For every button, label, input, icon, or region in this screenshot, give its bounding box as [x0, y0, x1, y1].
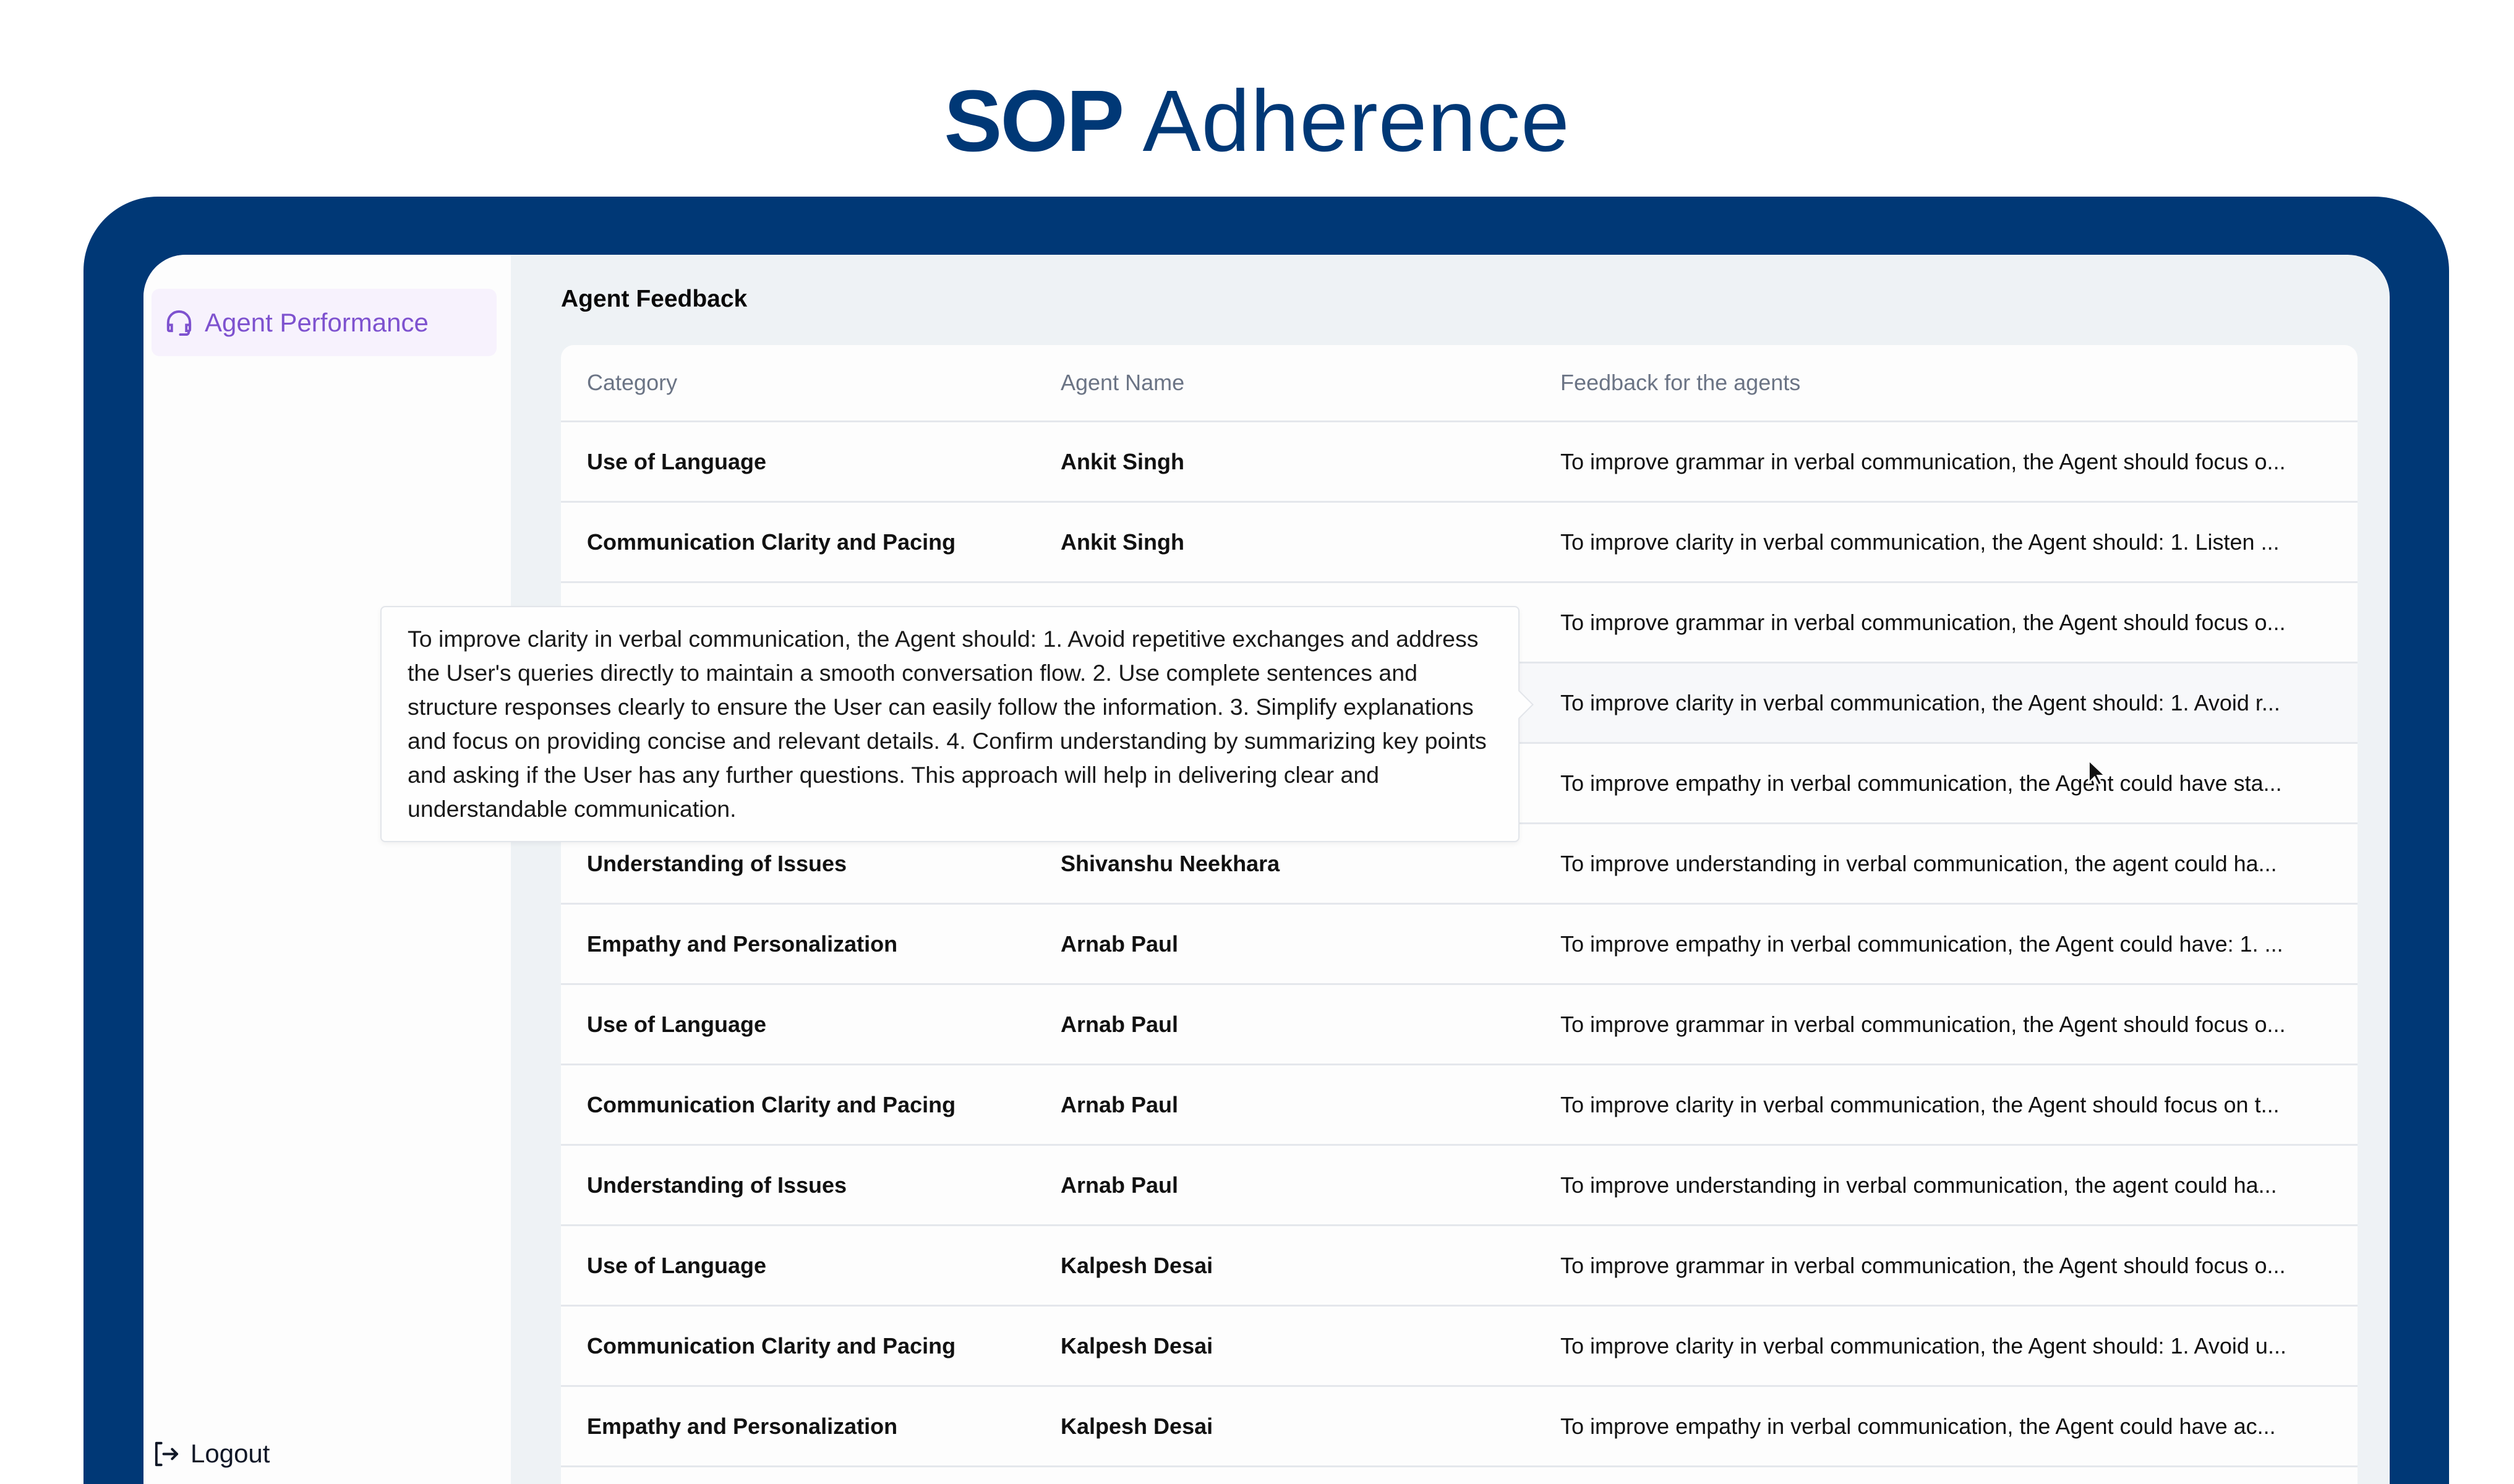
cell-feedback[interactable]: To improve understanding in verbal commu… — [1560, 850, 2277, 876]
cell-agent-name: Shivanshu Neekhara — [1061, 850, 1280, 876]
cell-feedback[interactable]: To improve empathy in verbal communicati… — [1560, 1413, 2276, 1439]
cell-agent-name: Ankit Singh — [1061, 529, 1184, 555]
cell-category: Empathy and Personalization — [587, 1413, 898, 1439]
table-row[interactable]: Use of Language Kalpesh Desai To improve g… — [561, 1226, 2358, 1307]
cell-feedback[interactable]: To improve empathy in verbal communicati… — [1560, 931, 2283, 957]
table-row[interactable]: Communication Clarity and Pacing Kalpesh … — [561, 1307, 2358, 1387]
column-header-feedback[interactable]: Feedback for the agents — [1560, 370, 1801, 395]
cell-feedback[interactable]: To improve understanding in verbal commu… — [1560, 1172, 2277, 1198]
sidebar: Agent Performance Logout — [143, 255, 511, 1484]
cell-category: Use of Language — [587, 1252, 767, 1278]
mouse-cursor-icon — [2088, 759, 2106, 787]
cell-category: Empathy and Personalization — [587, 931, 898, 957]
cell-category: Communication Clarity and Pacing — [587, 1091, 956, 1117]
cell-feedback[interactable]: To improve empathy in verbal communicati… — [1560, 770, 2282, 796]
table-row[interactable]: Empathy and Personalization Arnab Paul To … — [561, 905, 2358, 985]
cell-category: Use of Language — [587, 448, 767, 474]
column-header-category[interactable]: Category — [587, 370, 678, 395]
cell-category: Understanding of Issues — [587, 850, 847, 876]
title-bold: SOP — [944, 72, 1124, 169]
cell-feedback[interactable]: To improve clarity in verbal communicati… — [1560, 1333, 2286, 1358]
logout-button[interactable]: Logout — [152, 1439, 270, 1469]
page-title: SOP Adherence — [0, 64, 2514, 177]
table-row[interactable]: Use of Language Ankit Singh To improve gra… — [561, 422, 2358, 503]
table-row[interactable]: Communication Clarity and Pacing Ankit Si… — [561, 503, 2358, 583]
cell-agent-name: Arnab Paul — [1061, 1091, 1179, 1117]
cell-agent-name: Arnab Paul — [1061, 1172, 1179, 1198]
cell-agent-name: Kalpesh Desai — [1061, 1413, 1213, 1439]
main-content: Agent Feedback Category Agent Name Feedb… — [511, 255, 2390, 1484]
cell-feedback[interactable]: To improve grammar in verbal communicati… — [1560, 1252, 2286, 1278]
feedback-table: Category Agent Name Feedback for the age… — [561, 345, 2358, 1484]
sidebar-item-agent-performance[interactable]: Agent Performance — [152, 289, 497, 356]
cell-feedback[interactable]: To improve grammar in verbal communicati… — [1560, 1011, 2286, 1037]
table-header: Category Agent Name Feedback for the age… — [561, 345, 2358, 422]
cell-agent-name: Arnab Paul — [1061, 1011, 1179, 1037]
table-row[interactable]: Understanding of Issues Shivanshu Neekhar… — [561, 824, 2358, 905]
logout-icon — [155, 1441, 179, 1466]
cell-agent-name: Ankit Singh — [1061, 448, 1184, 474]
app-panel: Agent Performance Logout Agent Feedback … — [143, 255, 2390, 1484]
cell-feedback[interactable]: To improve clarity in verbal communicati… — [1560, 1091, 2280, 1117]
cell-category: Understanding of Issues — [587, 1172, 847, 1198]
cell-category: Use of Language — [587, 1011, 767, 1037]
cell-agent-name: Kalpesh Desai — [1061, 1252, 1213, 1278]
cell-agent-name: Arnab Paul — [1061, 931, 1179, 957]
table-row[interactable]: Use of Language Arnab Paul To improve gram… — [561, 985, 2358, 1065]
feedback-tooltip: To improve clarity in verbal communicati… — [380, 606, 1520, 842]
cell-agent-name: Kalpesh Desai — [1061, 1333, 1213, 1358]
section-heading: Agent Feedback — [561, 286, 748, 312]
cell-feedback[interactable]: To improve clarity in verbal communicati… — [1560, 689, 2280, 715]
cell-feedback[interactable]: To improve clarity in verbal communicati… — [1560, 529, 2280, 555]
table-row[interactable]: Empathy and Personalization Kalpesh Desai… — [561, 1387, 2358, 1467]
cell-feedback[interactable]: To improve grammar in verbal communicati… — [1560, 609, 2286, 635]
sidebar-item-label: Agent Performance — [205, 307, 429, 337]
logout-label: Logout — [190, 1439, 270, 1468]
cell-category: Communication Clarity and Pacing — [587, 1333, 956, 1358]
table-row[interactable]: Communication Clarity and Pacing Arnab Pa… — [561, 1065, 2358, 1146]
cell-category: Communication Clarity and Pacing — [587, 529, 956, 555]
table-row[interactable]: Understanding of Issues Arnab Paul To impr… — [561, 1146, 2358, 1226]
column-header-agent-name[interactable]: Agent Name — [1061, 370, 1185, 395]
cell-feedback[interactable]: To improve grammar in verbal communicati… — [1560, 448, 2286, 474]
title-regular: Adherence — [1142, 72, 1570, 169]
headset-icon — [166, 310, 192, 336]
